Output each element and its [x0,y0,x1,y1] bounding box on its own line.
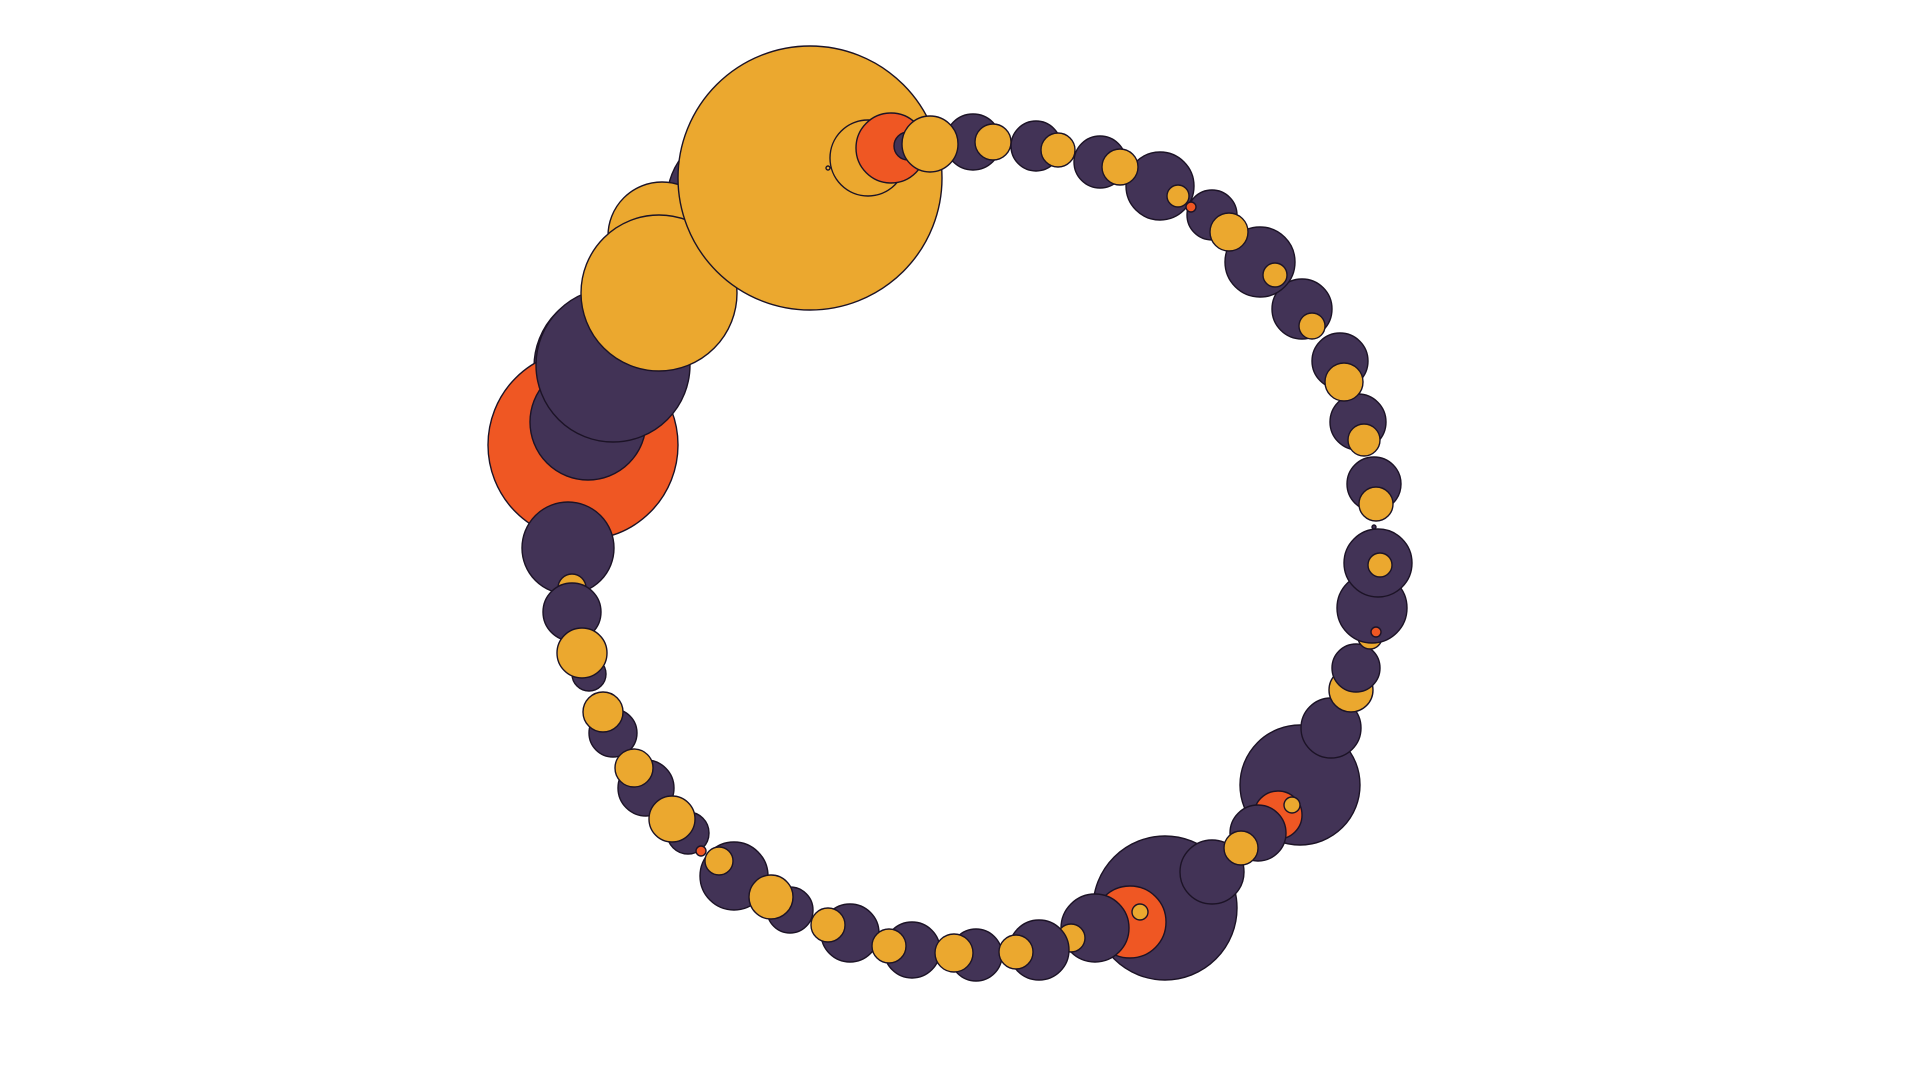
orange-circle [934,933,974,973]
orange-circle [1209,212,1249,252]
red-circle [1370,626,1382,638]
orange-circle [748,874,794,920]
orange-circle [825,165,831,171]
orange-circle [901,115,959,173]
purple-circle [1331,643,1381,693]
orange-circle [582,691,624,733]
orange-circle [1347,423,1381,457]
orange-circle [1040,132,1076,168]
orange-circle [580,214,738,372]
orange-circle [974,123,1012,161]
orange-circle [810,907,846,943]
orange-circle [1324,362,1364,402]
orange-circle [614,748,654,788]
orange-circle [556,627,608,679]
orange-circle [704,846,734,876]
orange-circle [648,795,696,843]
orange-circle [998,934,1034,970]
orange-circle [1283,796,1301,814]
orange-circle [1358,486,1394,522]
ring-circles [487,45,1413,982]
red-circle [695,845,707,857]
orange-circle [677,45,943,311]
orange-circle [1166,184,1190,208]
orange-circle [1262,262,1288,288]
red-circle [1185,201,1197,213]
orange-circle [1101,148,1139,186]
orange-circle [1223,830,1259,866]
orange-circle [871,928,907,964]
purple-circle [1371,524,1377,530]
orange-circle [1367,552,1393,578]
orange-circle [1298,312,1326,340]
orange-circle [1131,903,1149,921]
